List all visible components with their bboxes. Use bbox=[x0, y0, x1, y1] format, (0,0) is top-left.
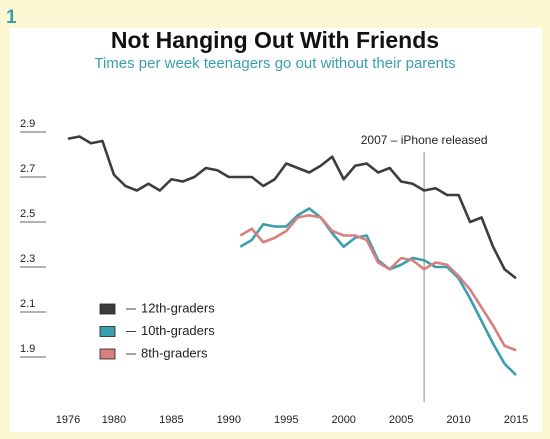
y-tick-label: 2.7 bbox=[20, 163, 35, 175]
series-line bbox=[239, 213, 517, 352]
y-tick-label: 2.9 bbox=[20, 118, 35, 130]
legend-swatch bbox=[99, 326, 116, 337]
x-tick-label: 1985 bbox=[159, 414, 183, 426]
legend-label: 12th-graders bbox=[141, 300, 215, 315]
y-tick-label: 2.1 bbox=[20, 298, 35, 310]
legend-swatch bbox=[99, 348, 116, 360]
y-tick-label: 1.9 bbox=[20, 343, 35, 355]
x-tick-label: 2010 bbox=[446, 414, 470, 426]
legend-label: 8th-graders bbox=[141, 345, 208, 360]
x-tick-label: 1976 bbox=[56, 414, 80, 426]
y-tick-label: 2.5 bbox=[20, 208, 35, 220]
y-tick-label: 2.3 bbox=[20, 253, 35, 265]
chart-subtitle: Times per week teenagers go out without … bbox=[94, 55, 455, 72]
x-tick-label: 1990 bbox=[217, 414, 241, 426]
annotation-label: 2007 – iPhone released bbox=[361, 133, 488, 147]
legend-label: 10th-graders bbox=[141, 323, 215, 338]
x-tick-label: 1995 bbox=[274, 414, 298, 426]
legend-swatch bbox=[99, 303, 116, 315]
x-tick-label: 2005 bbox=[389, 414, 413, 426]
panel bbox=[10, 28, 542, 432]
series-line bbox=[67, 135, 517, 280]
chart-title: Not Hanging Out With Friends bbox=[111, 27, 439, 53]
x-tick-label: 2015 bbox=[504, 414, 528, 426]
panel-label: 1 bbox=[6, 7, 17, 28]
x-tick-label: 1980 bbox=[102, 414, 126, 426]
x-tick-label: 2000 bbox=[331, 414, 355, 426]
